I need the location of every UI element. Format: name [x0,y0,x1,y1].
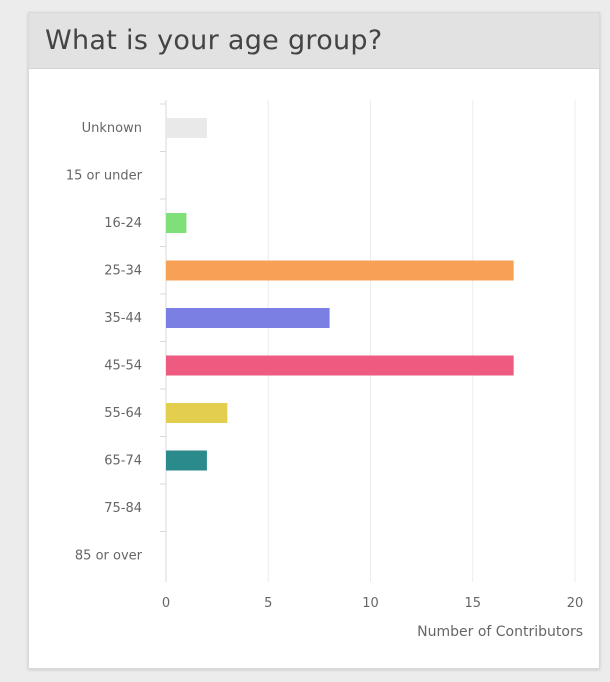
y-tick-label: 65-74 [104,454,142,469]
y-tick-label: 75-84 [104,501,142,516]
panel-header: What is your age group? [29,13,599,69]
panel-title: What is your age group? [45,25,383,56]
x-axis-title: Number of Contributors [417,624,583,640]
y-tick-label: 15 or under [66,169,143,184]
y-tick-label: 25-34 [104,264,142,279]
bar-55-64 [166,403,228,423]
bar-35-44 [166,308,330,328]
bar-16-24 [166,213,187,233]
bar-25-34 [166,260,514,281]
x-tick-label: 15 [464,596,481,611]
y-tick-label: 16-24 [104,216,142,231]
x-tick-label: 10 [362,596,379,611]
bar-65-74 [166,450,207,471]
y-tick-label: 85 or over [75,549,143,564]
y-tick-label: 35-44 [104,311,142,326]
y-tick-label: 45-54 [104,359,142,374]
x-tick-label: 20 [567,596,584,611]
bar-45-54 [166,355,514,376]
bar-unknown [166,118,207,138]
x-tick-label: 0 [162,596,170,611]
y-tick-label: Unknown [82,121,142,136]
x-tick-label: 5 [264,596,272,611]
y-tick-label: 55-64 [104,406,142,421]
chart-panel: What is your age group? [28,12,600,669]
